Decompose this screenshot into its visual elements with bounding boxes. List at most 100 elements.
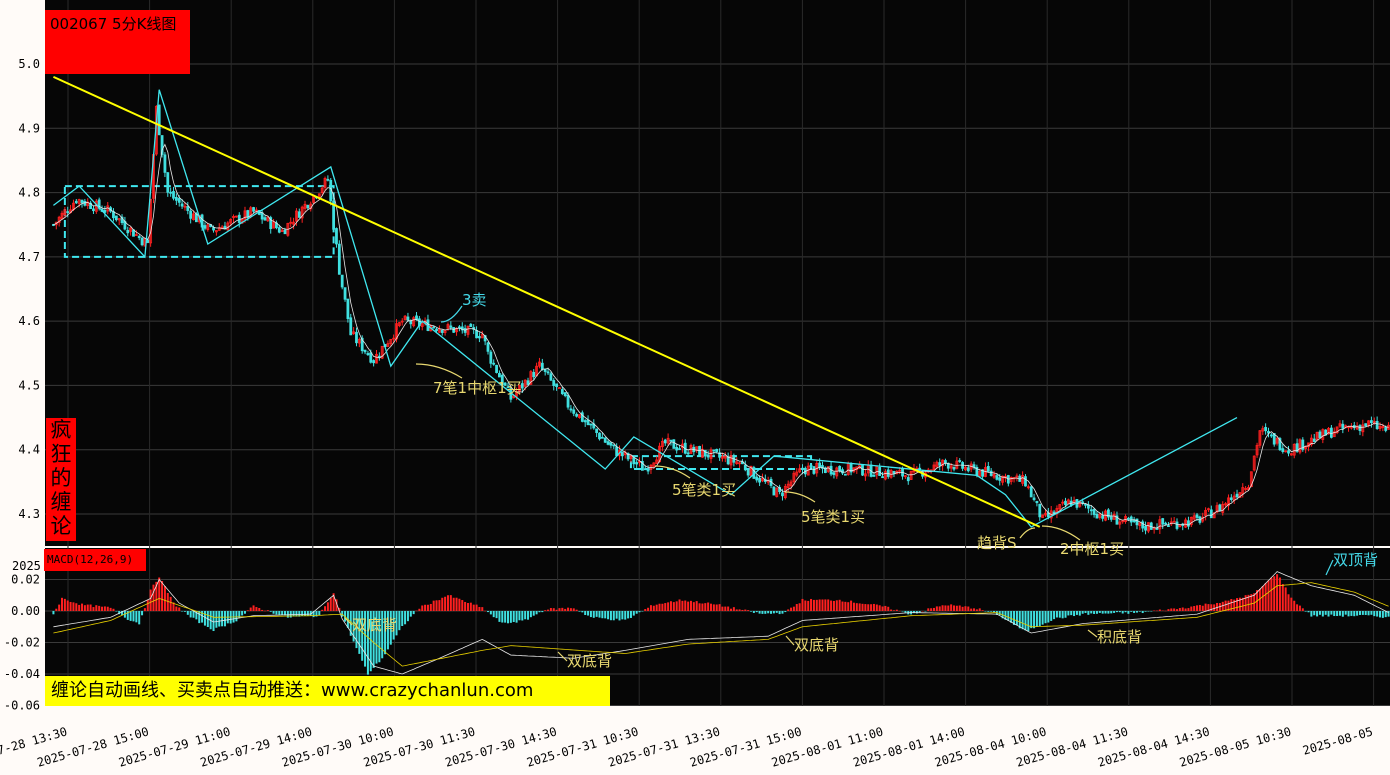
macd-bar (175, 606, 178, 611)
macd-bar (970, 608, 973, 611)
macd-bar (858, 603, 861, 611)
candle-body (1332, 431, 1336, 438)
macd-bar (687, 601, 690, 611)
macd-bar (815, 599, 818, 611)
candle-body (409, 320, 413, 325)
macd-bar (1330, 611, 1333, 615)
macd-bar (355, 611, 358, 649)
candle-body (786, 483, 790, 488)
candle-body (303, 203, 307, 209)
candle-body (214, 230, 218, 233)
candle-body (1021, 475, 1025, 484)
candle-body (160, 135, 164, 155)
candle-body (166, 172, 170, 193)
macd-bar (1336, 611, 1339, 617)
macd-bar (535, 611, 538, 615)
macd-bar (306, 611, 309, 616)
candle-body (192, 213, 195, 221)
candle-body (183, 205, 187, 208)
macd-bar (1204, 603, 1207, 611)
macd-tick-label: -0.04 (4, 667, 40, 681)
macd-bar (658, 603, 661, 611)
macd-bar (1333, 611, 1336, 617)
macd-bar (252, 605, 255, 611)
macd-bar (587, 611, 590, 616)
macd-signal-arrow (785, 635, 795, 646)
candle-body (452, 327, 456, 333)
macd-bar (612, 611, 615, 621)
macd-bar (1213, 604, 1216, 611)
macd-bar (1030, 611, 1033, 629)
candle-body (986, 466, 990, 472)
candle-body (260, 212, 264, 220)
candle-body (357, 338, 361, 344)
macd-bar (1358, 611, 1361, 615)
macd-bar (312, 611, 315, 618)
candle-body (904, 475, 907, 478)
candle-body (235, 215, 238, 218)
candle-body (189, 210, 193, 219)
candle-body (995, 475, 999, 480)
candle-body (626, 453, 630, 460)
signal-label: 5笔类1买 (801, 508, 865, 526)
macd-bar (1238, 597, 1241, 611)
candle-body (635, 462, 639, 465)
macd-bar (1024, 611, 1027, 631)
macd-bar (675, 601, 678, 611)
macd-bar (1035, 611, 1038, 627)
macd-bar (135, 611, 138, 623)
price-tick-label: 5.0 (18, 57, 40, 71)
candle-body (566, 394, 570, 408)
candle-body (137, 235, 141, 239)
macd-bar (1341, 611, 1344, 617)
candle-body (795, 471, 799, 476)
macd-bar (475, 604, 478, 611)
macd-bar (978, 608, 981, 611)
macd-bar (1081, 611, 1084, 614)
candle-body (1309, 437, 1313, 446)
macd-bar (1264, 583, 1267, 611)
candle-body (586, 419, 590, 426)
candle-body (323, 178, 327, 189)
macd-bar (1098, 611, 1101, 613)
macd-bar (1127, 611, 1130, 614)
candle-body (1224, 503, 1228, 506)
candle-body (1255, 444, 1259, 456)
candle-body (389, 339, 393, 345)
candle-body (1287, 450, 1290, 454)
candle-body (558, 387, 561, 390)
macd-tick-label: -0.02 (4, 636, 40, 650)
macd-bar (364, 611, 367, 667)
macd-bar (538, 611, 541, 613)
price-tick-label: 4.7 (18, 250, 40, 264)
macd-bar (918, 611, 921, 613)
macd-bar (507, 611, 510, 624)
macd-bar (1170, 608, 1173, 611)
candle-body (1355, 425, 1359, 430)
signal-arrow (784, 491, 816, 503)
candle-body (946, 462, 950, 469)
macd-bar (541, 611, 544, 613)
candle-body (169, 191, 173, 194)
candle-body (1275, 438, 1279, 444)
macd-bar (944, 605, 947, 611)
candle-body (335, 228, 338, 245)
time-tick-label: 2025-08-05 (1301, 724, 1374, 757)
candle-body (998, 477, 1002, 481)
candle-body (881, 476, 884, 479)
promo-banner[interactable]: 缠论自动画线、买卖点自动推送：www.crazychanlun.com (45, 676, 610, 706)
macd-bar (998, 611, 1001, 616)
macd-bar (118, 611, 121, 615)
macd-bar (501, 611, 504, 623)
macd-bar (967, 606, 970, 611)
macd-bar (870, 604, 873, 611)
candle-body (958, 460, 962, 462)
candle-body (1221, 503, 1225, 513)
candle-body (120, 216, 124, 224)
candle-body (283, 229, 287, 235)
candle-body (1318, 431, 1322, 438)
candle-body (598, 432, 601, 440)
macd-bar (707, 602, 710, 611)
side-char: 疯 (50, 418, 72, 442)
